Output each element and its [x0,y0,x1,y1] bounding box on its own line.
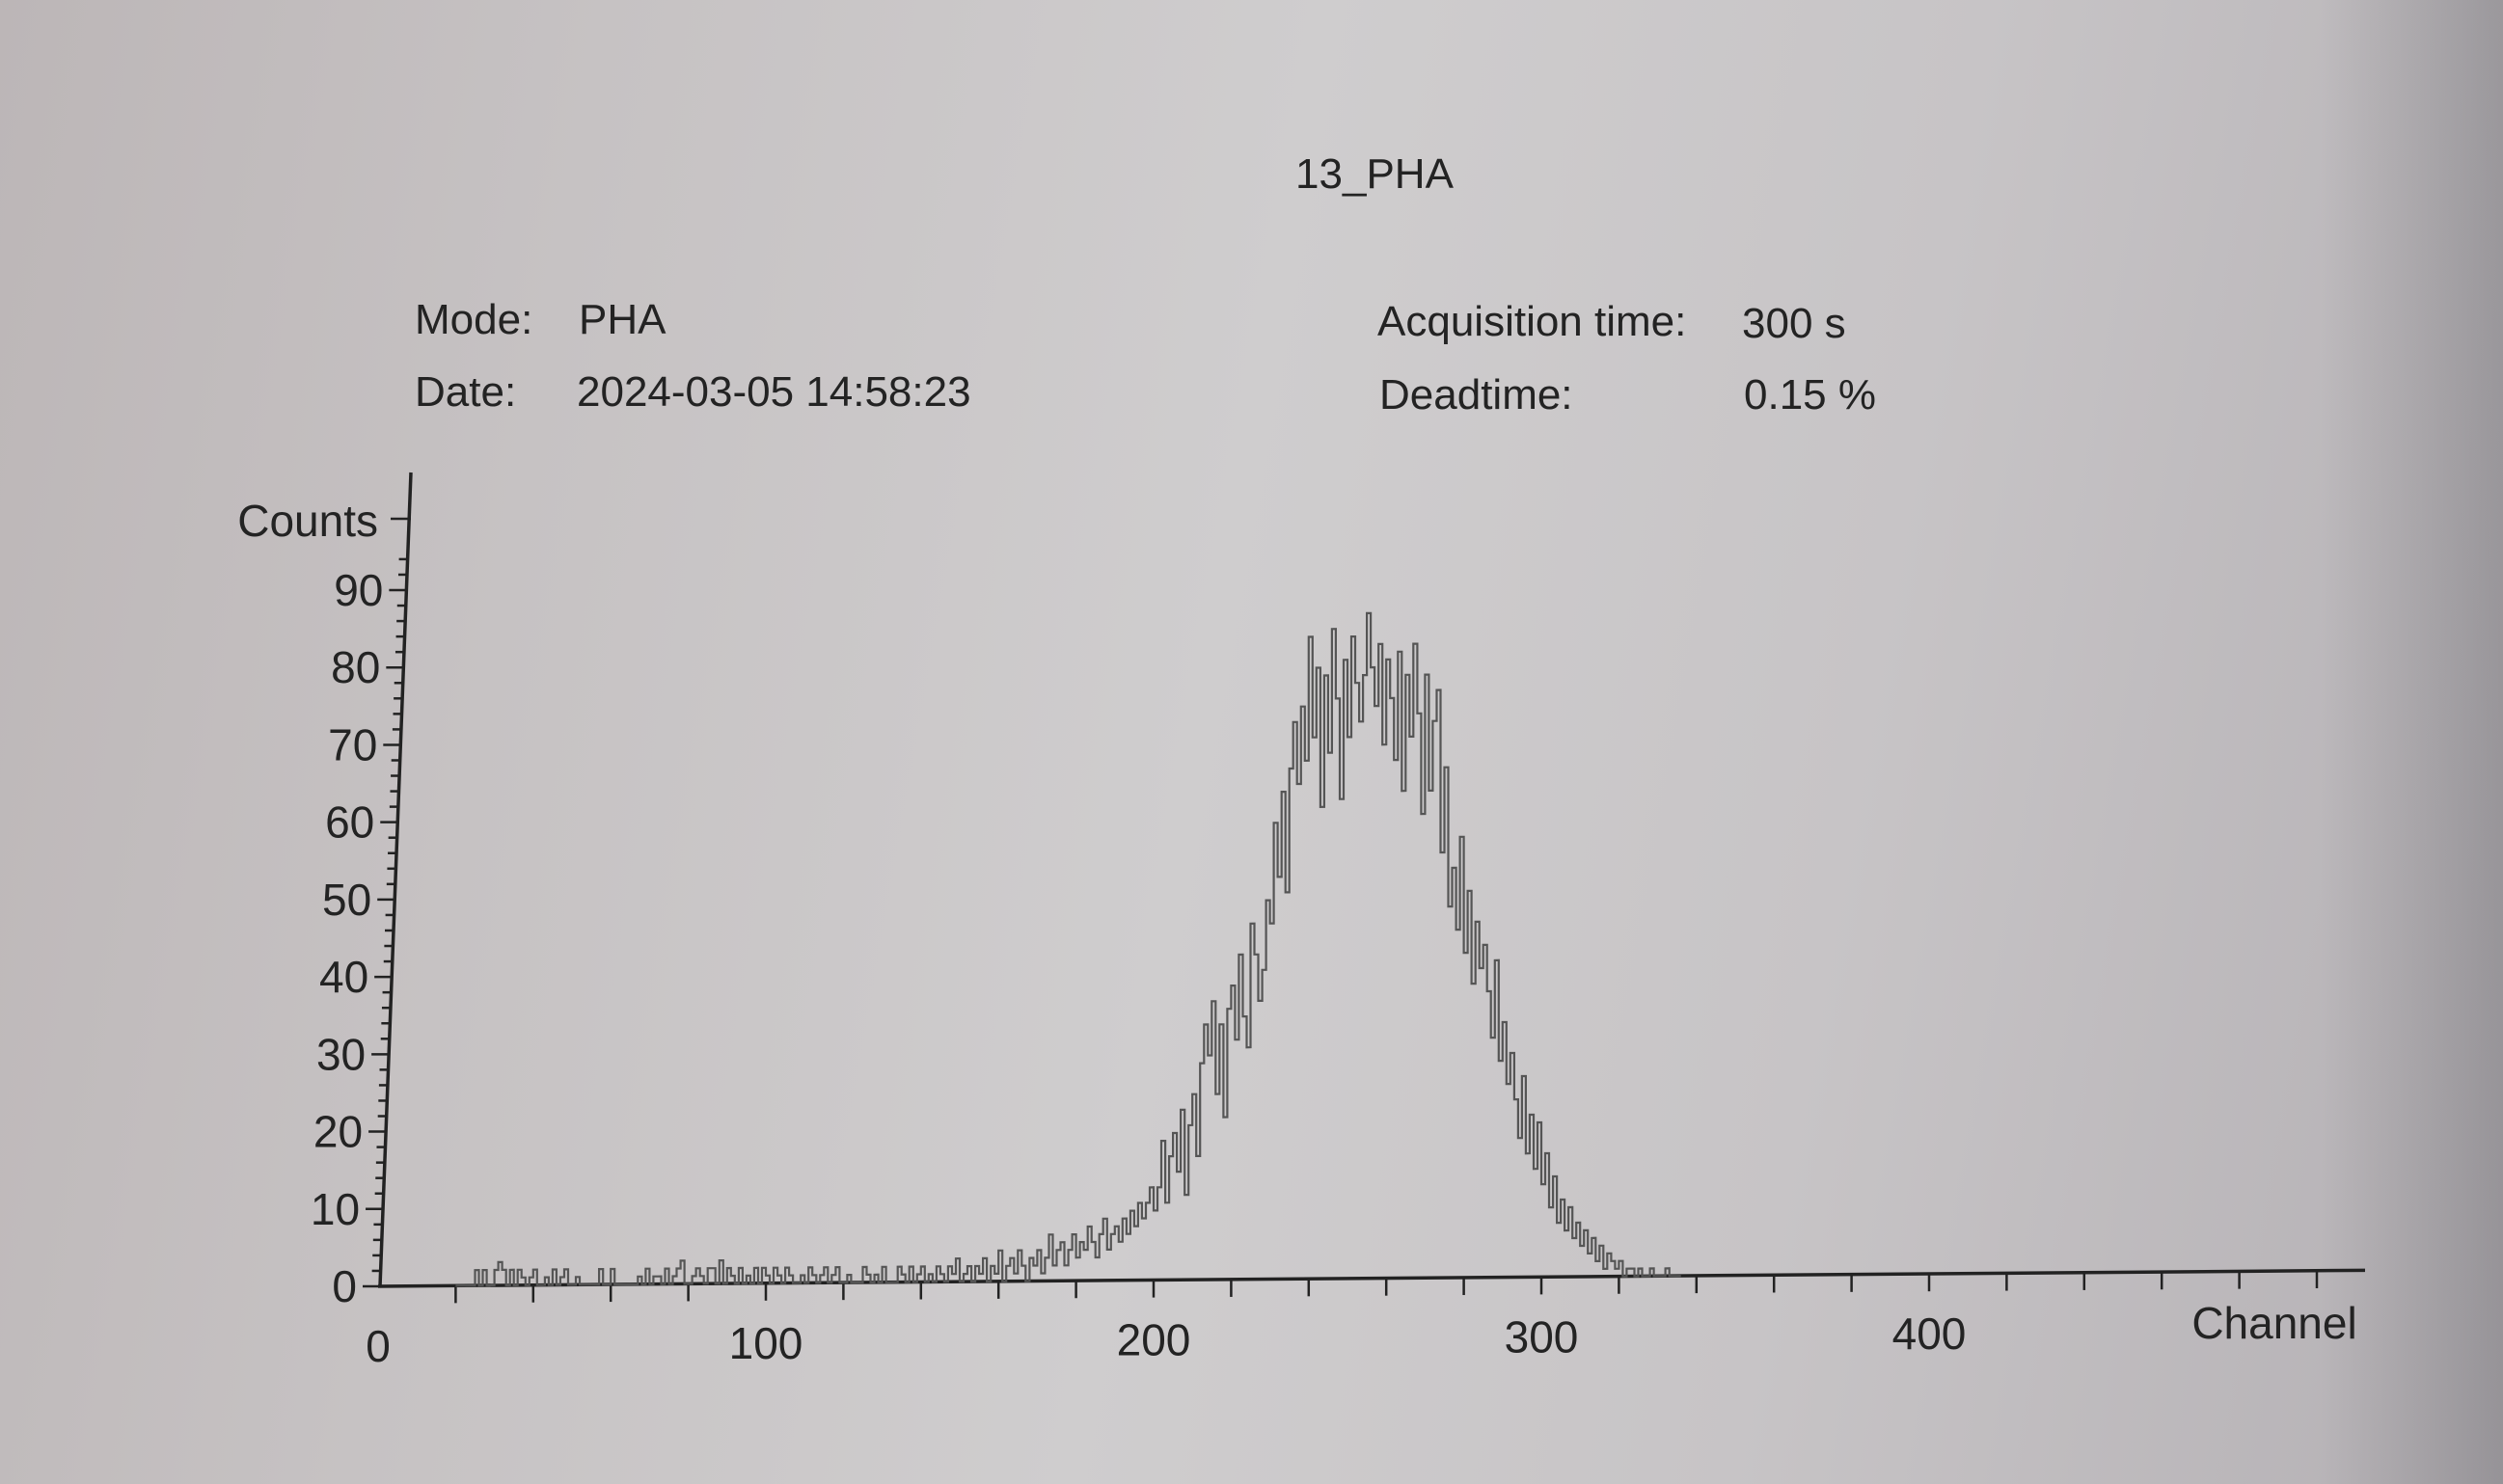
x-axis-line [377,1268,2366,1288]
y-tick-label: 50 [322,875,371,925]
date-label: Date: [415,368,516,416]
x-tick-label: 100 [729,1318,803,1368]
y-axis-line [378,472,413,1287]
chart-axis-labels: 0 10 20 30 40 50 60 70 80 90 Counts 0 100 200 300 400 Ch… [237,496,2356,1371]
y-tick-label: 60 [325,797,374,848]
chart-title: 13_PHA [1295,150,1455,198]
acquisition-time-value: 300 s [1742,300,1846,347]
mode-label: Mode: [415,296,532,343]
deadtime-value: 0.15 % [1744,371,1876,418]
x-axis-label: Channel [2191,1298,2356,1348]
x-tick-label: 0 [366,1321,391,1371]
paper-shadow [2320,0,2503,1484]
mode-value: PHA [579,296,667,343]
y-tick-label: 80 [331,642,380,692]
x-tick-label: 400 [1892,1309,1967,1359]
chart-axes [363,472,2366,1304]
y-tick-label: 70 [328,719,377,769]
y-tick-label: 90 [334,565,383,615]
chart-plot-area [455,611,1681,1287]
y-tick-label: 30 [316,1029,366,1079]
y-axis-label: Counts [237,496,378,546]
x-tick-label: 300 [1505,1311,1579,1362]
x-tick-label: 200 [1117,1315,1191,1365]
y-tick-label: 0 [332,1261,357,1311]
y-tick-label: 20 [313,1107,363,1157]
spectrum-series-line [455,611,1681,1287]
y-tick-label: 40 [319,952,368,1002]
y-tick-label: 10 [311,1184,360,1234]
acquisition-time-label: Acquisition time: [1377,298,1686,345]
deadtime-label: Deadtime: [1379,371,1573,418]
date-value: 2024-03-05 14:58:23 [577,368,971,416]
